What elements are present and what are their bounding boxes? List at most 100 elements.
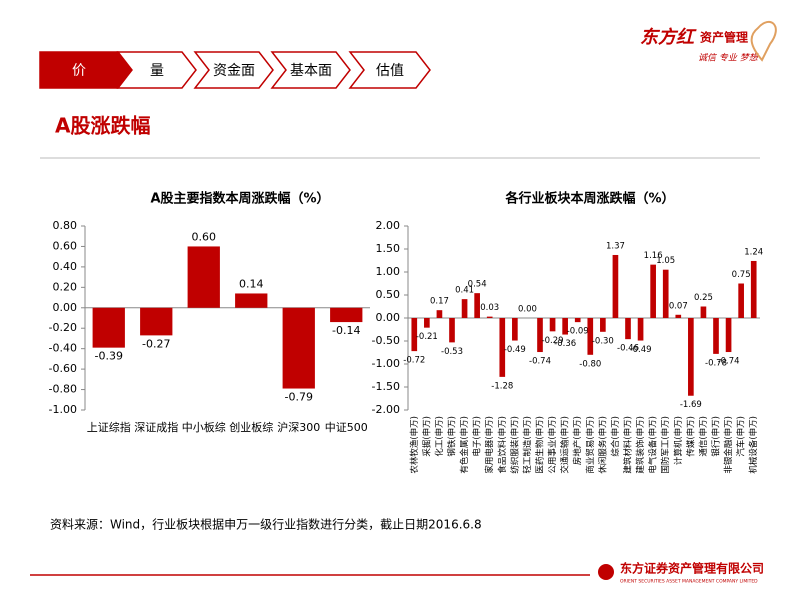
- tab-label[interactable]: 基本面: [290, 62, 332, 79]
- y-tick-label: 0.00: [53, 301, 78, 314]
- x-tick-label: 休闲服务(申万): [597, 416, 608, 474]
- bar: [461, 299, 468, 318]
- bar: [612, 254, 619, 318]
- tab[interactable]: [39, 51, 133, 89]
- x-tick-label: 化工(申万): [434, 416, 445, 457]
- bar: [650, 264, 656, 318]
- bar: [662, 269, 669, 318]
- value-label: -0.27: [142, 337, 170, 350]
- x-tick-label: 有色金属(申万): [459, 416, 470, 474]
- tab[interactable]: [270, 51, 351, 89]
- value-label: -0.49: [630, 345, 652, 355]
- bar: [600, 318, 606, 332]
- x-tick-label: 纺织服装(申万): [509, 416, 520, 474]
- x-tick-label: 计算机(申万): [673, 416, 684, 465]
- y-tick-label: 2.00: [376, 219, 401, 232]
- bar: [713, 318, 719, 354]
- y-tick-label: 0.50: [376, 288, 401, 301]
- value-label: -1.28: [491, 381, 513, 391]
- x-tick-label: 食品饮料(申万): [497, 416, 508, 474]
- value-label: -0.14: [332, 324, 360, 337]
- logo-brand: 东方红: [640, 27, 697, 48]
- x-tick-label: 国防军工(申万): [660, 416, 671, 474]
- value-label: 0.41: [455, 286, 474, 296]
- value-label: -0.74: [529, 357, 551, 367]
- value-label: 0.75: [732, 270, 751, 280]
- bar: [330, 307, 363, 323]
- tab[interactable]: [193, 51, 274, 89]
- value-label: 0.25: [694, 293, 713, 303]
- y-tick-label: -1.50: [372, 380, 400, 393]
- footer-company-en: ORIENT SECURITIES ASSET MANAGEMENT COMPA…: [620, 579, 758, 585]
- y-tick-label: 0.60: [53, 239, 78, 252]
- value-label: -0.53: [441, 347, 463, 357]
- bar: [537, 318, 543, 353]
- bar: [700, 306, 707, 318]
- x-tick-label: 房地产(申万): [572, 416, 583, 465]
- footer-logo-icon: [598, 564, 614, 580]
- value-label: -0.21: [416, 332, 438, 342]
- x-tick-label: 轻工制造(申万): [522, 416, 533, 474]
- x-tick-label: 交通运输(申万): [560, 416, 571, 474]
- value-label: -0.29: [542, 336, 564, 346]
- bar: [574, 318, 581, 323]
- tab-label[interactable]: 资金面: [213, 63, 255, 79]
- bar: [688, 318, 694, 396]
- bar: [738, 283, 744, 318]
- value-label: 0.60: [192, 230, 217, 243]
- x-tick-label: 深证成指: [134, 420, 178, 434]
- bar: [725, 318, 732, 353]
- x-tick-label: 上证综指: [87, 420, 131, 434]
- tab-label[interactable]: 估值: [376, 63, 404, 79]
- x-tick-label: 沪深300: [277, 420, 320, 434]
- x-tick-label: 汽车(申万): [736, 416, 747, 457]
- x-tick-label: 公用事业(申万): [547, 416, 558, 474]
- bar: [474, 293, 480, 318]
- value-label: 1.24: [744, 247, 763, 257]
- bar: [187, 246, 220, 308]
- bar: [512, 318, 518, 341]
- x-tick-label: 钢铁(申万): [447, 416, 458, 457]
- tab-label[interactable]: 量: [150, 63, 164, 79]
- tab[interactable]: [348, 51, 431, 89]
- bar: [449, 318, 455, 343]
- value-label: 0.14: [239, 277, 264, 290]
- x-tick-label: 商业贸易(申万): [585, 416, 596, 474]
- tab-label[interactable]: 价: [72, 63, 86, 79]
- bar: [625, 318, 631, 340]
- bar: [562, 318, 568, 335]
- value-label: -0.79: [285, 391, 313, 404]
- bar: [140, 307, 173, 336]
- y-tick-label: 0.00: [376, 311, 401, 324]
- bar: [282, 307, 315, 389]
- y-tick-label: -1.00: [49, 403, 77, 416]
- y-tick-label: -1.00: [372, 357, 400, 370]
- x-tick-label: 家用电器(申万): [484, 416, 495, 474]
- chart-title: 各行业板块本周涨跌幅（%）: [504, 191, 674, 207]
- value-label: 1.37: [606, 241, 625, 251]
- x-tick-label: 农林牧渔(申万): [409, 416, 420, 474]
- y-tick-label: -0.20: [49, 321, 77, 334]
- bar: [486, 316, 493, 318]
- x-tick-label: 中小板综: [182, 420, 226, 434]
- value-label: -0.09: [567, 327, 589, 337]
- x-tick-label: 综合(申万): [610, 416, 621, 457]
- y-tick-label: 1.50: [376, 242, 401, 255]
- value-label: 0.54: [468, 280, 487, 290]
- value-label: -0.72: [403, 356, 425, 366]
- value-label: 0.03: [480, 303, 499, 313]
- x-tick-label: 电气设备(申万): [648, 416, 659, 474]
- x-tick-label: 传媒(申万): [685, 416, 696, 457]
- x-tick-label: 非银金融(申万): [723, 416, 734, 474]
- bar: [424, 318, 430, 328]
- bar: [549, 318, 556, 332]
- value-label: 1.16: [644, 251, 663, 261]
- x-tick-label: 建筑装饰(申万): [635, 416, 646, 474]
- x-tick-label: 中证500: [325, 421, 368, 434]
- value-label: 0.00: [518, 305, 537, 315]
- logo-name: 资产管理: [700, 30, 748, 45]
- tab[interactable]: [116, 51, 197, 89]
- value-label: -1.69: [680, 400, 702, 410]
